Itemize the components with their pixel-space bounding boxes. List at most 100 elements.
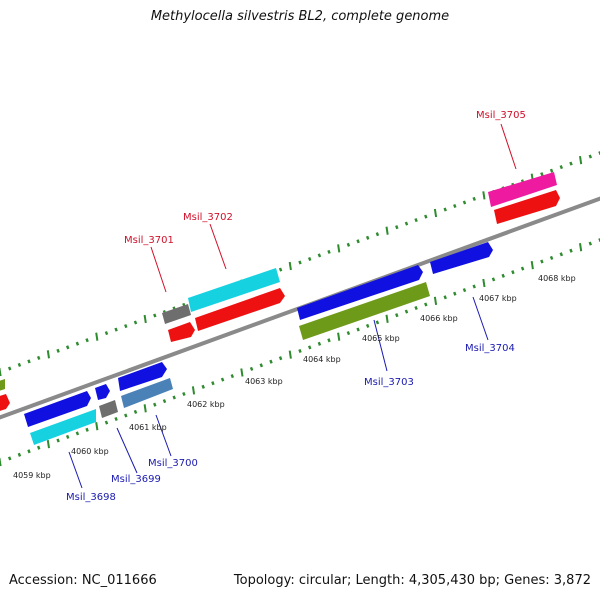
minor-tick (7, 366, 12, 371)
gene-labels: Msil_3698 Msil_3699 Msil_3700 Msil_3701 … (66, 110, 526, 503)
minor-tick (56, 438, 60, 443)
minor-tick (443, 295, 447, 300)
major-tick (337, 332, 341, 341)
major-tick (530, 260, 534, 270)
minor-tick (375, 320, 380, 325)
gene-feature-msil-3703-olive[interactable] (299, 282, 430, 340)
minor-tick (259, 363, 264, 368)
minor-tick (104, 420, 109, 425)
minor-tick (356, 239, 360, 244)
minor-tick (220, 377, 225, 382)
major-tick (579, 155, 583, 165)
gene-label-msil-3699[interactable]: Msil_3699 (111, 474, 161, 485)
scale-labels: 4059 kbp 4060 kbp 4061 kbp 4062 kbp 4063… (13, 274, 576, 480)
minor-tick (356, 327, 360, 332)
scale-label-4065: 4065 kbp (362, 334, 400, 343)
gene-label-msil-3701[interactable]: Msil_3701 (124, 235, 174, 246)
minor-tick (559, 165, 564, 170)
major-tick (385, 226, 389, 235)
minor-tick (462, 200, 467, 205)
minor-tick (17, 362, 22, 367)
minor-tick (395, 225, 399, 230)
minor-tick (75, 341, 80, 346)
map-title: Methylocella silvestris BL2, complete ge… (150, 9, 450, 24)
minor-tick (249, 366, 254, 371)
minor-tick (453, 291, 457, 296)
major-tick (482, 191, 486, 200)
minor-tick (65, 345, 70, 350)
gene-feature-msil-3700-steel[interactable] (121, 378, 173, 408)
minor-tick (462, 288, 467, 293)
minor-tick (114, 416, 118, 422)
minor-tick (278, 356, 283, 361)
gene-feature-msil-3701-red[interactable] (168, 322, 195, 342)
minor-tick (114, 327, 118, 332)
gene-feature-msil-3702-cyan[interactable] (188, 268, 280, 312)
gene-label-msil-3702[interactable]: Msil_3702 (183, 212, 233, 223)
gene-features (0, 172, 560, 445)
minor-tick (404, 309, 409, 314)
gene-label-msil-3700[interactable]: Msil_3700 (148, 458, 198, 469)
minor-tick (298, 348, 302, 354)
gene-feature-olive-partial[interactable] (0, 379, 5, 394)
minor-tick (7, 456, 12, 461)
minor-tick (124, 413, 128, 418)
minor-tick (162, 399, 167, 404)
scale-label-4066: 4066 kbp (420, 314, 458, 323)
scale-label-4068: 4068 kbp (538, 274, 576, 283)
minor-tick (317, 341, 322, 346)
gene-feature-msil-3698[interactable] (24, 391, 91, 427)
minor-tick (230, 374, 235, 379)
gene-feature-msil-3698-cyan[interactable] (30, 409, 96, 445)
major-tick (240, 368, 244, 377)
minor-tick (298, 260, 302, 265)
gene-label-msil-3703[interactable]: Msil_3703 (364, 377, 414, 388)
minor-tick (346, 242, 351, 247)
scale-label-4063: 4063 kbp (245, 377, 283, 386)
gene-feature-msil-3699-gray[interactable] (99, 400, 118, 418)
gene-label-msil-3705[interactable]: Msil_3705 (476, 110, 526, 121)
gene-feature-msil-3702-red[interactable] (195, 288, 285, 331)
major-tick (95, 332, 99, 341)
gene-feature-msil-3705-red[interactable] (494, 190, 560, 224)
minor-tick (172, 395, 176, 400)
minor-tick (520, 266, 525, 271)
gene-label-msil-3704[interactable]: Msil_3704 (465, 343, 515, 354)
major-tick (433, 208, 438, 218)
accession-text: Accession: NC_011666 (9, 573, 157, 588)
minor-tick (472, 284, 476, 289)
gene-label-msil-3698[interactable]: Msil_3698 (66, 492, 116, 503)
gene-feature-msil-3704-blue[interactable] (430, 242, 493, 274)
major-tick (191, 386, 196, 395)
minor-tick (414, 305, 418, 311)
minor-tick (588, 241, 593, 246)
minor-tick (36, 445, 41, 450)
minor-tick (472, 196, 476, 201)
gene-feature-msil-3703-blue[interactable] (297, 265, 423, 320)
major-tick (579, 243, 583, 252)
minor-tick (569, 248, 573, 253)
scale-label-4061: 4061 kbp (129, 423, 167, 432)
minor-tick (365, 323, 370, 328)
minor-tick (569, 161, 573, 166)
minor-tick (424, 214, 428, 219)
minor-tick (540, 172, 544, 177)
major-tick (143, 314, 147, 324)
minor-tick (365, 235, 370, 240)
gene-feature-red-partial[interactable] (0, 394, 10, 414)
minor-tick (424, 302, 428, 307)
major-tick (482, 278, 486, 288)
scale-label-4062: 4062 kbp (187, 400, 225, 409)
minor-tick (307, 345, 312, 350)
minor-tick (133, 320, 138, 325)
minor-tick (511, 270, 515, 275)
gene-feature-msil-3705-magenta[interactable] (488, 172, 557, 207)
gene-feature-msil-3701-gray[interactable] (162, 304, 191, 324)
minor-tick (85, 338, 89, 343)
gene-feature-msil-3699-blue[interactable] (95, 384, 110, 400)
gene-feature-msil-3700-blue[interactable] (118, 362, 167, 391)
minor-tick (133, 409, 138, 414)
minor-tick (307, 256, 312, 262)
